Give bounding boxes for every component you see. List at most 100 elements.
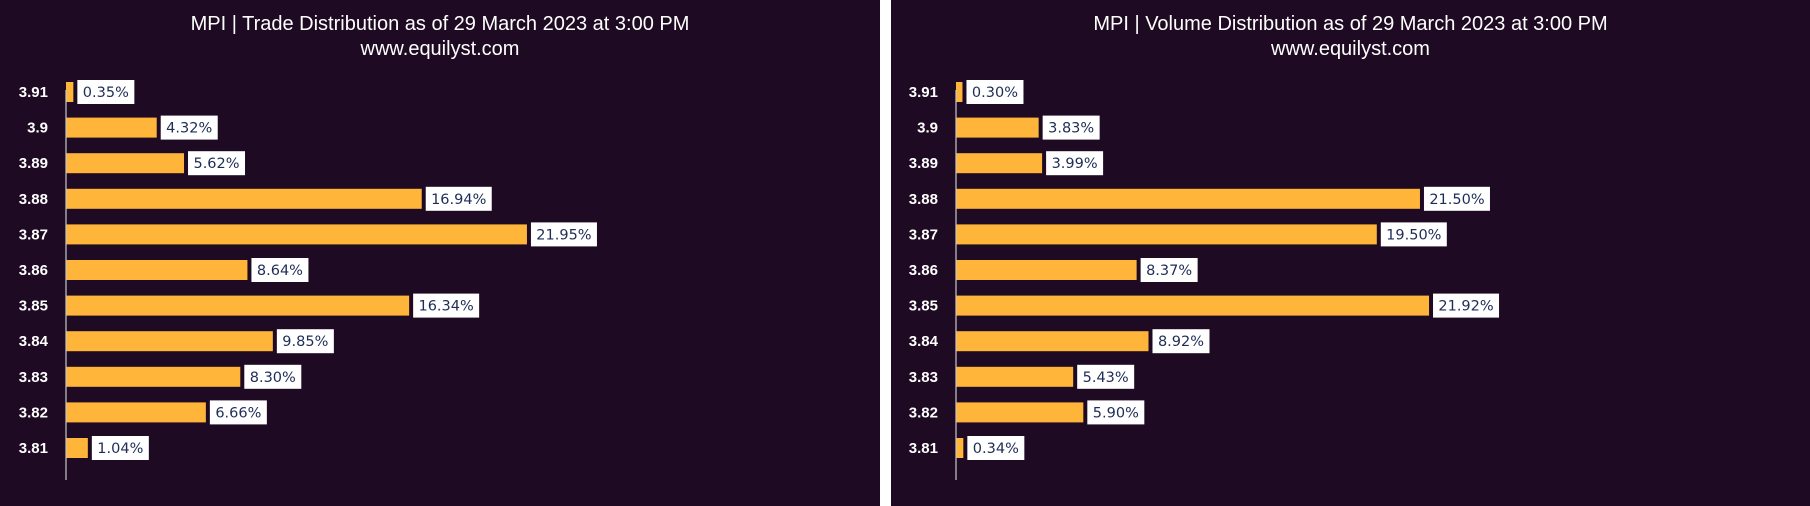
trade-distribution-chart: 0.35% 4.32% 5.62% 16.94% 21.95% 8.64% 16.34% 9.… [19,80,597,480]
bar-3.88 [956,188,1420,209]
data-labels-group: 0.30% 3.83% 3.99% 21.50% 19.50% 8.37% 21.92% 8.… [966,80,1500,460]
data-label: 5.62% [193,156,239,172]
bar-3.91 [66,82,74,102]
category-label: 3.83 [909,369,938,386]
data-label: 4.32% [166,121,212,137]
bar-3.84 [66,331,273,352]
data-label-box [1380,222,1447,247]
data-label-box [1423,186,1490,211]
data-label: 19.50% [1386,227,1441,243]
bar-3.87 [956,224,1377,245]
data-label-box [1152,329,1210,354]
data-label-box [413,293,480,318]
bar-3.86 [66,260,248,280]
data-label: 5.43% [1083,370,1129,386]
category-label: 3.82 [909,404,938,421]
data-label-box [77,80,135,104]
trade-distribution-panel: MPI | Trade Distribution as of 29 March … [0,0,880,506]
category-label: 3.9 [27,120,48,137]
bar-3.81 [956,438,964,458]
data-label-box [1140,258,1198,282]
chart-title-text: MPI | Volume Distribution as of 29 March… [1093,13,1608,35]
data-labels-group: 0.35% 4.32% 5.62% 16.94% 21.95% 8.64% 16.34% 9.… [77,80,597,460]
data-label-box [1042,115,1100,140]
data-label: 0.35% [83,85,129,101]
category-label: 3.81 [909,440,938,457]
volume-distribution-panel: MPI | Volume Distribution as of 29 March… [891,0,1810,506]
data-label-box [967,436,1025,460]
data-label: 21.95% [536,227,591,243]
data-label: 1.04% [97,441,143,457]
category-label: 3.84 [909,333,939,350]
data-label-box [160,115,218,140]
data-label: 3.83% [1048,121,1094,137]
category-label: 3.88 [19,191,48,208]
category-label: 3.86 [19,262,48,279]
chart-title: MPI | Trade Distribution as of 29 March … [0,12,880,62]
data-label: 3.99% [1052,156,1098,172]
category-label: 3.89 [909,155,938,172]
bar-3.85 [956,295,1430,316]
chart-subtitle-text: www.equilyst.com [360,38,520,60]
bar-3.83 [66,366,241,387]
category-label: 3.88 [909,191,938,208]
category-label: 3.87 [909,226,938,243]
chart-subtitle-text: www.equilyst.com [1271,38,1430,60]
data-label: 0.30% [972,85,1018,101]
category-label: 3.83 [19,369,48,386]
data-label-box [1087,400,1145,425]
data-label-box [1433,293,1500,318]
category-label: 3.9 [917,120,938,137]
bar-3.9 [956,117,1039,138]
data-label: 16.34% [418,299,473,315]
data-label-box [1077,364,1135,389]
category-label: 3.85 [19,298,48,315]
category-label: 3.91 [909,84,938,101]
bar-3.89 [66,153,185,174]
data-label-box [188,151,246,176]
bar-3.81 [66,438,88,458]
data-label: 21.92% [1438,299,1493,315]
bar-3.82 [956,402,1084,423]
category-labels-group: 3.91 3.9 3.89 3.88 3.87 3.86 3.85 3.84 3.83 3.82 3… [19,84,49,457]
category-label: 3.84 [19,333,49,350]
bars-group [956,82,1430,458]
data-label-box [276,329,334,354]
category-label: 3.82 [19,404,48,421]
bar-3.83 [956,366,1074,387]
data-label: 6.66% [215,405,261,421]
data-label-box [244,364,302,389]
data-label: 8.37% [1146,263,1192,279]
chart-title: MPI | Volume Distribution as of 29 March… [891,12,1810,62]
bar-3.82 [66,402,206,423]
data-label-box [966,80,1024,104]
category-label: 3.91 [19,84,48,101]
bar-3.86 [956,260,1137,280]
data-label-box [91,436,149,460]
data-label-box [251,258,309,282]
bar-3.89 [956,153,1043,174]
data-label: 8.92% [1158,334,1204,350]
data-label-box [425,186,492,211]
data-label-box [530,222,597,247]
bar-3.87 [66,224,527,245]
bar-3.88 [66,188,422,209]
bar-3.84 [956,331,1149,352]
data-label: 8.64% [257,263,303,279]
category-label: 3.85 [909,298,938,315]
bar-3.9 [66,117,157,138]
data-label: 16.94% [431,192,486,208]
data-label-box [1046,151,1104,176]
category-label: 3.86 [909,262,938,279]
data-label: 5.90% [1093,405,1139,421]
bars-group [66,82,527,458]
data-label: 9.85% [282,334,328,350]
data-label-box [209,400,267,425]
category-labels-group: 3.91 3.9 3.89 3.88 3.87 3.86 3.85 3.84 3.83 3.82 3… [909,84,939,457]
data-label: 21.50% [1429,192,1484,208]
chart-title-text: MPI | Trade Distribution as of 29 March … [190,13,690,35]
category-label: 3.89 [19,155,48,172]
bar-3.85 [66,295,410,316]
bar-3.91 [956,82,963,102]
category-label: 3.81 [19,440,48,457]
